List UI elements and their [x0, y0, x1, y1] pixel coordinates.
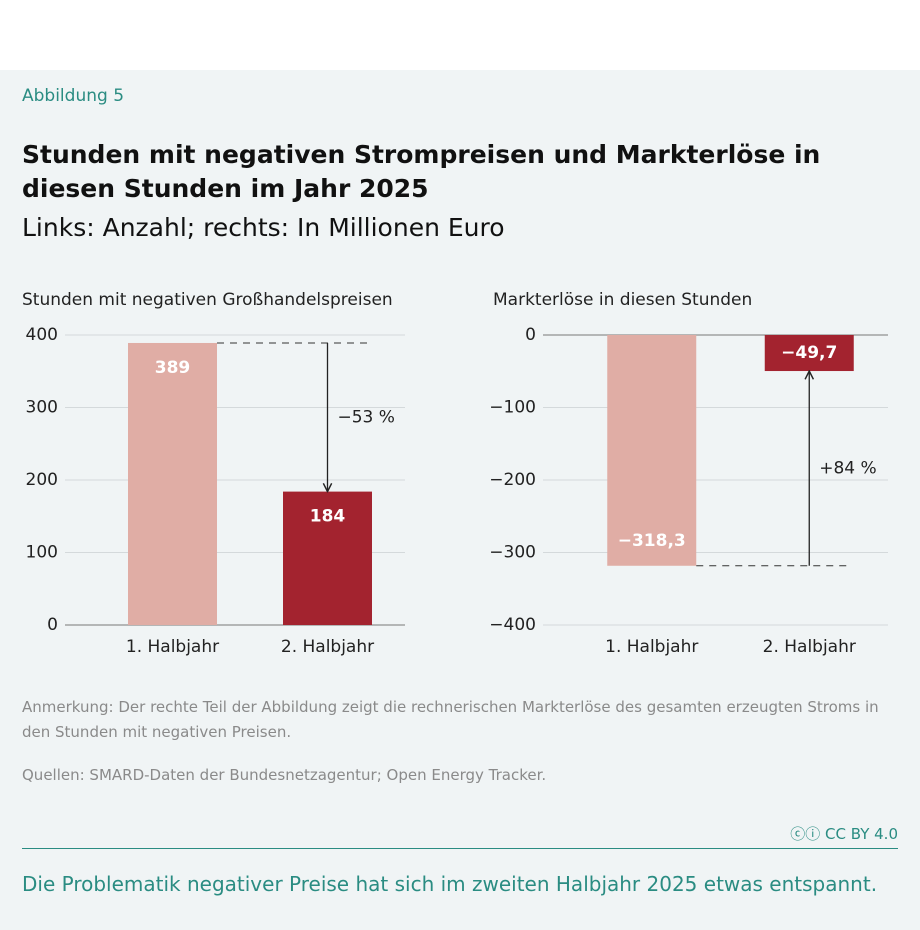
- license: ⓒⓘ CC BY 4.0: [790, 823, 898, 844]
- figure-label: Abbildung 5: [22, 86, 125, 106]
- note: Anmerkung: Der rechte Teil der Abbildung…: [22, 698, 879, 741]
- y-tick-label: 400: [26, 325, 58, 345]
- change-annotation: +84 %: [819, 458, 876, 478]
- value-label: 389: [155, 358, 191, 378]
- value-label: −318,3: [618, 531, 686, 551]
- cc-icons: ⓒⓘ: [790, 825, 826, 843]
- y-tick-label: 100: [26, 543, 58, 563]
- bar: [283, 491, 372, 625]
- title: Stunden mit negativen Strompreisen und M…: [22, 140, 821, 203]
- change-annotation: −53 %: [338, 407, 395, 427]
- y-tick-label: −400: [489, 615, 536, 635]
- x-tick-label: 1. Halbjahr: [126, 637, 219, 657]
- value-label: −49,7: [781, 343, 837, 363]
- bar: [128, 342, 217, 625]
- y-tick-label: 200: [26, 470, 58, 490]
- caption: Die Problematik negativer Preise hat sic…: [22, 872, 878, 896]
- y-tick-label: −300: [489, 543, 536, 563]
- y-tick-label: 0: [47, 615, 58, 635]
- y-tick-label: 300: [26, 398, 58, 418]
- bar: [607, 335, 697, 566]
- x-tick-label: 2. Halbjahr: [281, 637, 374, 657]
- rule: [22, 848, 898, 849]
- chart-title: Stunden mit negativen Großhandelspreisen: [22, 290, 393, 310]
- x-tick-label: 1. Halbjahr: [605, 637, 698, 657]
- source: Quellen: SMARD-Daten der Bundesnetzagent…: [22, 766, 547, 784]
- chart-title: Markterlöse in diesen Stunden: [493, 290, 752, 310]
- license-text: CC BY 4.0: [825, 825, 898, 843]
- y-tick-label: −200: [489, 470, 536, 490]
- y-tick-label: 0: [525, 325, 536, 345]
- subtitle: Links: Anzahl; rechts: In Millionen Euro: [22, 213, 505, 242]
- bar: [764, 335, 854, 372]
- charts: Stunden mit negativen Großhandelspreisen…: [22, 290, 888, 657]
- value-label: 184: [310, 507, 346, 527]
- x-tick-label: 2. Halbjahr: [763, 637, 856, 657]
- y-tick-label: −100: [489, 398, 536, 418]
